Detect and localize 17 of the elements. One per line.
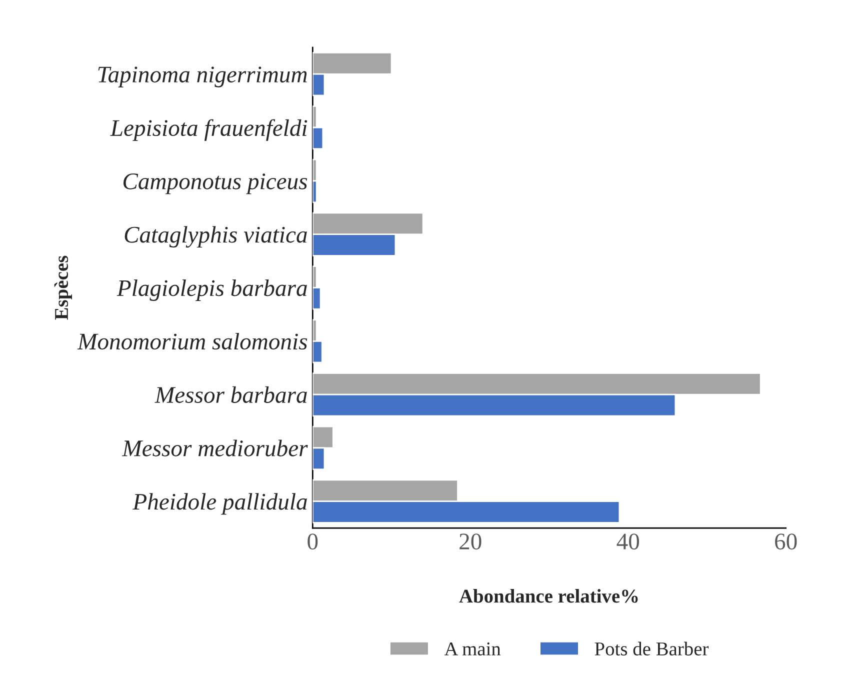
x-tick-label: 20	[460, 534, 482, 550]
y-tick-label: Tapinoma nigerrimum	[98, 66, 307, 88]
y-tick-label: Messor medioruber	[122, 440, 308, 456]
y-tick-label: Monomorium salomonis	[77, 332, 308, 350]
y-tick-label: Camponotus piceus	[123, 173, 308, 194]
legend-label: Pots de Barber	[594, 642, 709, 656]
y-tick-label: Cataglyphis viatica	[124, 226, 307, 248]
legend-label: A main	[444, 642, 501, 656]
x-axis-title: Abondance relative%	[459, 589, 638, 603]
y-tick-label: Plagiolepis barbara	[116, 280, 307, 301]
y-tick-label: Pheidole pallidula	[132, 493, 307, 515]
y-tick-label: Lepisiota frauenfeldi	[110, 119, 308, 141]
y-axis-title: Espèces	[54, 256, 72, 320]
x-tick-label: 60	[775, 534, 797, 550]
x-tick-label: 40	[616, 534, 640, 550]
x-tick-label: 0	[308, 534, 318, 550]
y-tick-label: Messor barbara	[154, 386, 307, 403]
